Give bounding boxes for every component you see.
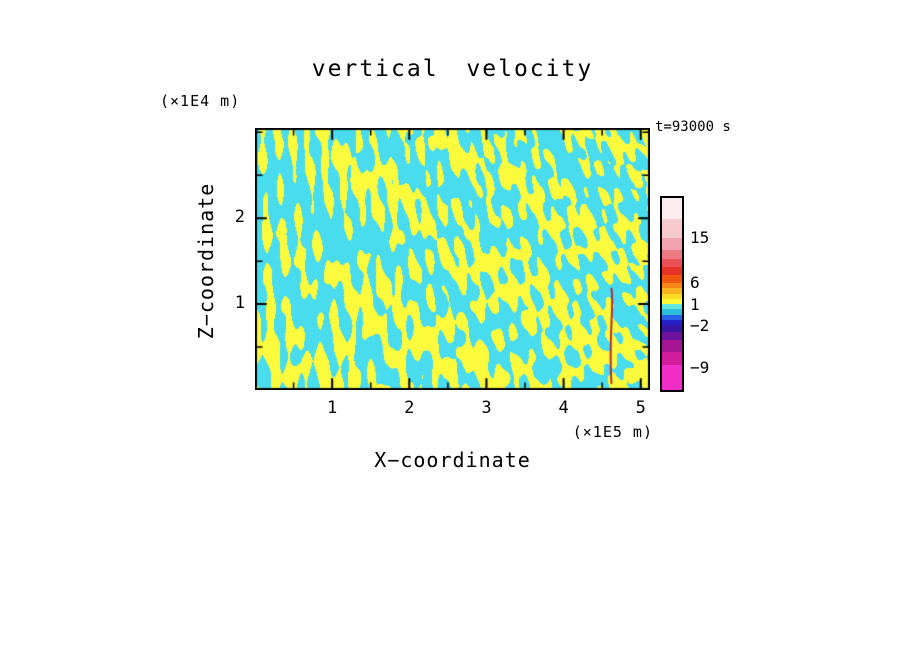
colorbar-segment [662,303,682,310]
colorbar-segment [662,219,682,239]
colorbar-segment [662,267,682,275]
colorbar-labels: 15 6 1 −2 −9 [690,196,744,392]
y-axis-label: Z−coordinate [194,182,218,340]
colorbar-segment [662,294,682,299]
colorbar [660,196,684,392]
colorbar-segment [662,309,682,316]
colorbar-label: 6 [690,273,700,293]
colorbar-label: −9 [690,357,710,377]
colorbar-segment [662,249,682,260]
contour-plot [255,128,650,390]
x-tick-label: 3 [481,398,492,418]
x-tick-label: 1 [327,398,338,418]
colorbar-segment [662,324,682,333]
colorbar-segment [662,332,682,341]
colorbar-label: −2 [690,316,710,336]
x-tick-label: 2 [404,398,415,418]
colorbar-segment [662,198,682,220]
colorbar-segment [662,315,682,320]
x-tick-label: 5 [635,398,646,418]
x-axis-label: X−coordinate [374,448,531,472]
colorbar-segment [662,351,682,366]
colorbar-segment [662,365,682,391]
x-tick-label: 4 [558,398,569,418]
colorbar-segment [662,340,682,352]
colorbar-segment [662,274,682,283]
chart-title: vertical velocity [311,56,594,82]
colorbar-label: 15 [690,228,710,248]
x-axis-unit: (×1E5 m) [572,423,653,441]
colorbar-segment [662,288,682,295]
colorbar-label: 1 [690,294,700,314]
y-axis-unit: (×1E4 m) [160,92,241,110]
y-tick-label: 1 [234,293,245,314]
colorbar-segment [662,259,682,268]
colorbar-segment [662,298,682,304]
colorbar-segment [662,282,682,289]
time-annotation: t=93000 s [655,119,731,135]
y-tick-label: 2 [234,207,245,228]
colorbar-segment [662,238,682,250]
colorbar-segment [662,319,682,325]
